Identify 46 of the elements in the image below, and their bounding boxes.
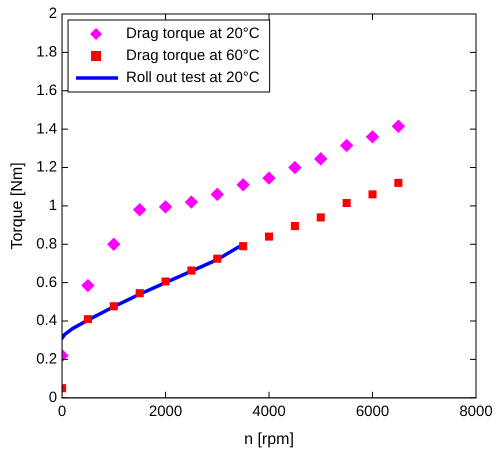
y-axis-title: Torque [Nm] [9,162,26,250]
y-tick-label: 2 [48,5,58,22]
y-tick-label: 1.2 [36,158,58,176]
point [159,200,172,214]
point [184,196,198,209]
point [133,203,146,216]
y-tick-label: 1 [48,197,58,214]
point [110,302,118,310]
point [316,213,325,222]
y-tick-label: 1.4 [36,120,58,138]
point [187,266,196,275]
point [366,130,380,144]
point [84,315,92,324]
y-tick-label: 0.4 [36,312,58,330]
point [262,172,276,185]
legend-label: Roll out test at 20°C [126,69,260,86]
y-tick-label: 0.6 [36,274,58,291]
point [392,120,405,133]
point [107,238,120,251]
legend-label: Drag torque at 20°C [126,25,260,42]
y-tick-label: 1.6 [36,82,58,99]
point [368,190,377,198]
point [239,242,248,250]
x-axis-title: n [rpm] [244,430,294,448]
y-tick-label: 0.8 [36,235,58,252]
y-tick-label: 1.8 [36,44,58,61]
point [81,279,94,292]
point [342,198,351,208]
legend-label: Drag torque at 60°C [126,47,260,64]
y-tick-label: 0.2 [36,350,58,368]
point [340,138,354,152]
point [288,161,302,174]
x-tick-label: 6000 [356,402,390,420]
point [264,232,274,241]
x-tick-label: 4000 [252,402,286,420]
point [210,188,224,201]
point [162,277,170,286]
y-tick-label: 0 [48,388,58,406]
point [236,178,250,192]
point [290,222,299,230]
x-tick-label: 2000 [148,402,182,420]
point [394,178,402,187]
x-tick-label: 8000 [459,402,493,420]
point [136,289,144,298]
point [213,254,222,263]
point [314,152,328,166]
